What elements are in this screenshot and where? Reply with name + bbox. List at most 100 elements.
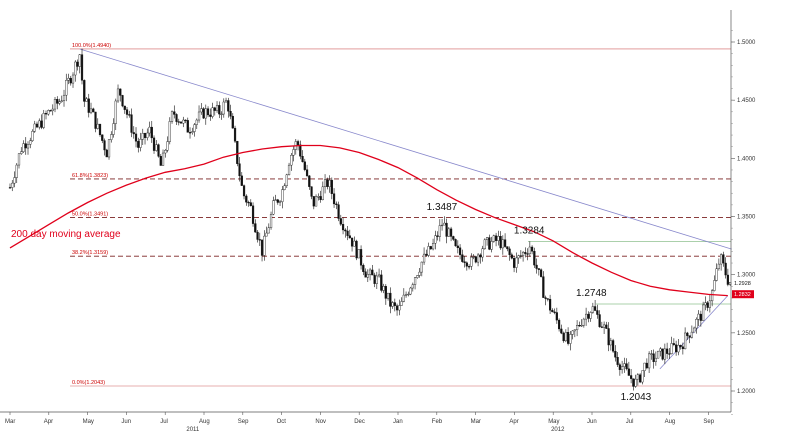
price-bar-body [251,205,255,224]
price-bar-body [452,236,455,240]
price-bar-body [596,310,599,315]
price-bar-body [711,290,714,302]
price-bar-body [539,269,543,277]
price-bar-body [425,253,428,256]
price-bar-body [663,348,666,360]
price-bar-body [371,269,374,276]
price-annotation: 1.2748 [576,288,607,299]
price-bar-body [508,248,511,255]
y-tick-label: 1.4000 [737,156,756,162]
price-bar-body [391,302,394,307]
price-bar-body [488,237,491,250]
price-bar-body [269,214,273,228]
x-tick-label: Apr [509,419,518,425]
price-bar-body [373,274,376,284]
price-bar-body [461,254,464,262]
price-bar-body [274,199,277,201]
price-bar-body [713,280,716,291]
x-tick-label: Jun [587,419,597,425]
price-bar-body [76,61,79,67]
x-tick-label: Mar [471,419,481,425]
price-bar-body [677,345,680,353]
price-bar-body [661,348,664,360]
price-bar-body [398,305,401,311]
price-bar-body [155,144,158,151]
price-bar-body [323,179,327,188]
price-bar-body [267,227,270,234]
price-bar-body [65,80,68,96]
price-annotation: 1.3284 [514,226,545,237]
price-bar-body [159,156,162,166]
price-bar-body [551,309,554,313]
price-bar-body [236,141,239,164]
price-bar-body [609,340,612,346]
price-bar-body [121,95,124,107]
price-bar-body [605,324,608,329]
price-bar-body [652,353,655,362]
price-bar-body [339,218,342,225]
price-bar-body [128,114,131,116]
price-bar-body [200,108,203,113]
price-bar-body [580,325,583,327]
price-bar-body [481,248,484,258]
price-bar-body [353,240,356,247]
price-bar-body [594,306,597,311]
year-label: 2011 [186,427,200,433]
price-bar-body [573,329,576,332]
moving-average-label: 200 day moving average [11,229,121,240]
price-bar-body [382,286,385,291]
price-bar-body [715,268,718,281]
price-bar-body [555,312,558,321]
price-bar-body [335,203,338,205]
y-tick-label: 1.2000 [737,389,756,395]
price-bar-body [161,152,165,166]
price-bar-body [56,99,59,104]
price-bar-body [422,253,426,263]
price-bar-body [344,229,347,232]
price-bar-body [591,306,594,313]
price-bar-body [328,179,331,187]
y-tick-label: 1.2500 [737,331,756,337]
price-bar-body [625,363,628,370]
price-bar-body [645,362,648,369]
price-bar-body [103,140,106,151]
price-bar-body [15,164,18,178]
price-bar-body [49,110,52,112]
year-label: 2012 [551,427,565,433]
price-bar-body [249,202,252,207]
price-bar-body [598,314,601,327]
price-bar-body [139,139,142,148]
price-bar-body [418,271,421,276]
moving-average: 200 day moving average [9,144,728,297]
price-bar-body [476,254,480,263]
price-bar-body [166,141,169,151]
price-bar-body [26,144,30,149]
price-bar-body [519,255,522,257]
price-bar-body [708,300,711,308]
price-bar-body [143,133,147,138]
price-bar-body [684,332,687,350]
price-bar-body [679,345,682,347]
price-bar-body [312,196,315,207]
price-bar-body [699,313,702,321]
price-bar-body [672,343,675,345]
price-bar-body [296,141,300,146]
price-badges: 1.2928 1.2832 [732,281,754,299]
price-bar-body [704,302,707,306]
price-bar-body [290,154,293,166]
price-bar-body [332,193,336,205]
price-bar-body [429,246,432,250]
price-bar-body [706,302,709,308]
price-bar-body [630,375,633,379]
price-bar-body [186,120,189,133]
price-bar-body [643,362,646,371]
x-tick-label: Dec [354,419,365,425]
price-bar-body [209,114,212,117]
price-bar-body [83,80,86,102]
x-tick-label: Jul [626,419,634,425]
price-bar-body [62,94,66,102]
price-bar-body [380,274,383,291]
moving-average-badge [732,290,754,299]
price-bar-body [449,228,453,237]
price-bar-body [623,363,626,367]
